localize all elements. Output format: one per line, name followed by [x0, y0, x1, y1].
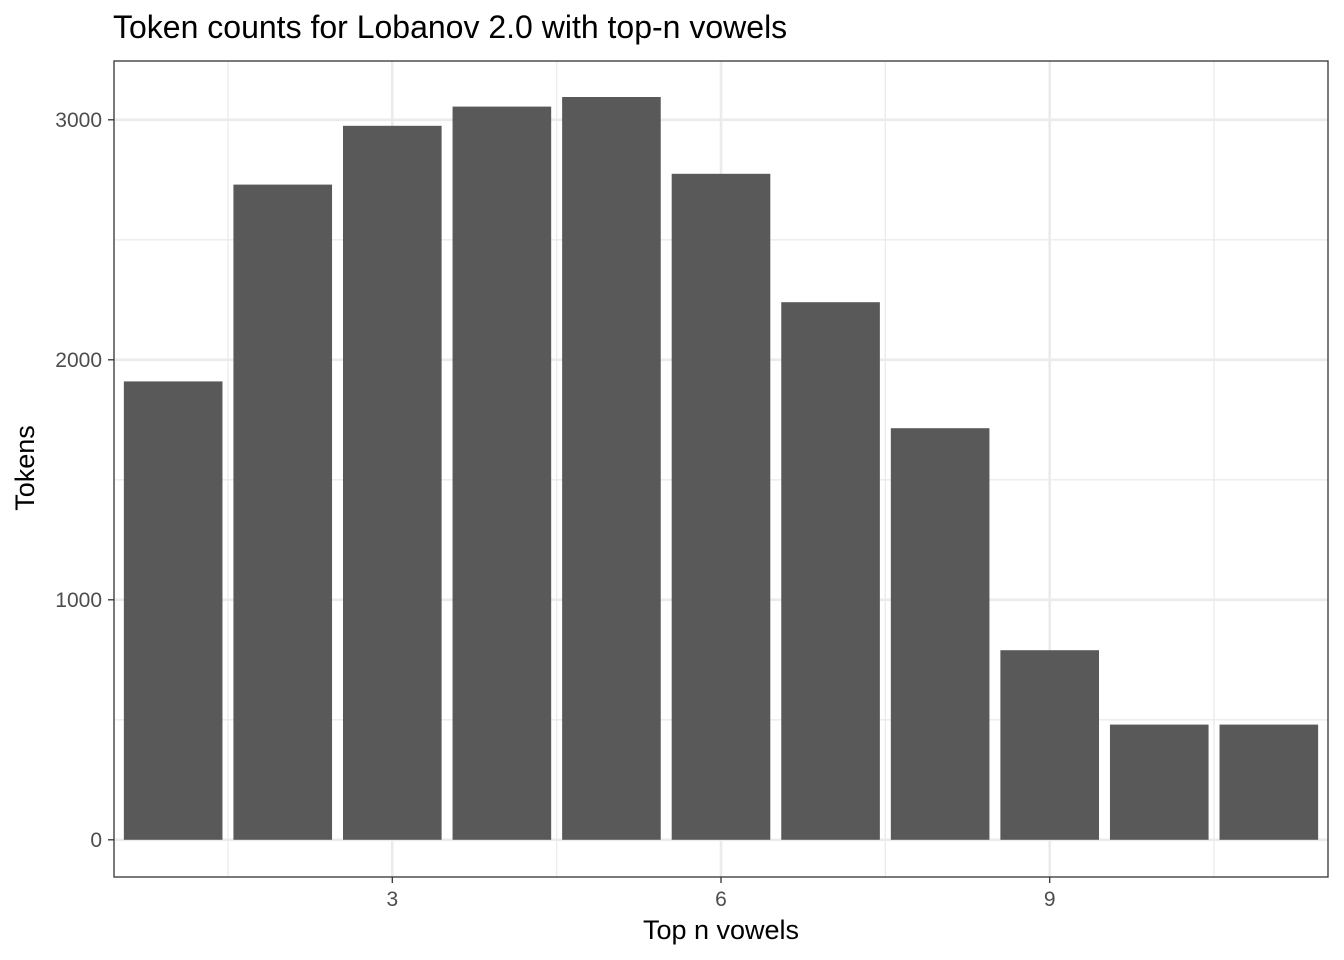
- minor-gridlines-x: [227, 61, 1215, 877]
- x-tick-label: 6: [715, 888, 727, 911]
- x-axis-title: Top n vowels: [643, 915, 799, 945]
- x-tick-label: 3: [386, 888, 398, 911]
- chart-title: Token counts for Lobanov 2.0 with top-n …: [113, 9, 787, 45]
- bar-5: [562, 97, 661, 840]
- bar-11: [1219, 724, 1319, 840]
- x-tick-label: 9: [1044, 888, 1056, 911]
- y-axis: 0 1000 2000 3000: [55, 109, 114, 852]
- y-tick-label: 2000: [55, 349, 102, 372]
- y-tick-label: 0: [90, 829, 102, 852]
- bar-6: [671, 173, 771, 840]
- x-axis: 3 6 9: [386, 877, 1056, 911]
- bar-8: [890, 428, 990, 840]
- bars: [123, 97, 1319, 840]
- bar-4: [452, 106, 552, 840]
- y-axis-title: Tokens: [10, 425, 40, 511]
- bar-1: [123, 381, 223, 840]
- bar-2: [233, 184, 333, 840]
- bar-3: [342, 125, 442, 840]
- y-tick-label: 1000: [55, 589, 102, 612]
- bar-10: [1109, 724, 1209, 840]
- bar-7: [781, 302, 880, 840]
- y-tick-label: 3000: [55, 109, 102, 132]
- bar-9: [1000, 650, 1100, 840]
- plot-panel: [113, 60, 1329, 878]
